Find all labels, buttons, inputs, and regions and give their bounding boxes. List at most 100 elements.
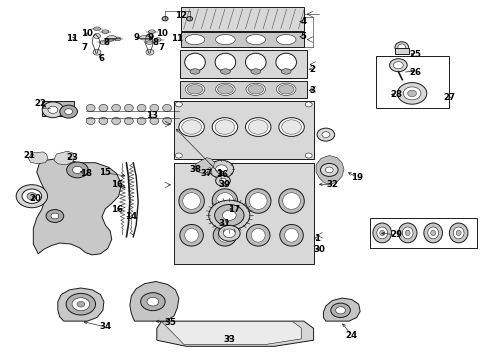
Ellipse shape bbox=[124, 117, 133, 125]
Ellipse shape bbox=[148, 30, 155, 33]
Circle shape bbox=[282, 120, 301, 134]
Text: 9: 9 bbox=[148, 32, 154, 41]
Ellipse shape bbox=[187, 85, 203, 94]
Text: 26: 26 bbox=[410, 68, 421, 77]
Ellipse shape bbox=[453, 227, 464, 239]
Ellipse shape bbox=[86, 104, 95, 112]
Ellipse shape bbox=[86, 117, 95, 125]
Ellipse shape bbox=[213, 225, 237, 246]
Ellipse shape bbox=[398, 223, 417, 243]
Circle shape bbox=[322, 132, 330, 138]
Circle shape bbox=[48, 106, 58, 113]
Circle shape bbox=[216, 175, 230, 186]
Ellipse shape bbox=[150, 117, 159, 125]
Ellipse shape bbox=[280, 225, 303, 246]
Ellipse shape bbox=[220, 69, 230, 74]
Ellipse shape bbox=[373, 223, 392, 243]
Text: 16: 16 bbox=[111, 205, 122, 214]
Text: 19: 19 bbox=[351, 173, 363, 181]
Ellipse shape bbox=[405, 230, 410, 236]
Circle shape bbox=[245, 118, 271, 136]
Ellipse shape bbox=[281, 69, 291, 74]
Ellipse shape bbox=[154, 38, 161, 41]
Text: 27: 27 bbox=[444, 94, 456, 102]
Circle shape bbox=[67, 162, 88, 178]
Circle shape bbox=[305, 153, 312, 158]
Ellipse shape bbox=[137, 104, 146, 112]
Text: 25: 25 bbox=[410, 50, 421, 59]
Bar bbox=[174, 163, 314, 264]
Ellipse shape bbox=[276, 83, 296, 95]
Polygon shape bbox=[323, 298, 360, 321]
Bar bbox=[180, 50, 307, 78]
Ellipse shape bbox=[163, 117, 172, 125]
Circle shape bbox=[216, 165, 227, 174]
Ellipse shape bbox=[380, 230, 385, 236]
Text: 1: 1 bbox=[315, 234, 320, 243]
Circle shape bbox=[66, 293, 96, 315]
Ellipse shape bbox=[102, 30, 109, 33]
Ellipse shape bbox=[276, 53, 296, 71]
Text: 16: 16 bbox=[111, 180, 122, 189]
Ellipse shape bbox=[114, 37, 121, 41]
Ellipse shape bbox=[456, 230, 461, 236]
Circle shape bbox=[93, 49, 101, 55]
Ellipse shape bbox=[424, 223, 442, 243]
Circle shape bbox=[77, 301, 85, 307]
Polygon shape bbox=[58, 288, 104, 321]
Circle shape bbox=[325, 167, 333, 173]
Text: 22: 22 bbox=[34, 99, 46, 108]
Circle shape bbox=[27, 193, 37, 200]
Text: 4: 4 bbox=[301, 17, 307, 26]
Ellipse shape bbox=[185, 229, 198, 242]
Circle shape bbox=[182, 120, 201, 134]
Ellipse shape bbox=[431, 230, 436, 236]
Ellipse shape bbox=[112, 117, 121, 125]
Ellipse shape bbox=[246, 83, 266, 95]
Circle shape bbox=[60, 105, 77, 118]
Text: 7: 7 bbox=[81, 43, 87, 52]
Ellipse shape bbox=[99, 117, 108, 125]
Text: 31: 31 bbox=[219, 219, 230, 228]
Circle shape bbox=[390, 59, 407, 72]
Ellipse shape bbox=[183, 193, 200, 209]
Ellipse shape bbox=[107, 36, 117, 40]
Ellipse shape bbox=[150, 104, 159, 112]
Circle shape bbox=[147, 297, 159, 306]
Circle shape bbox=[336, 307, 345, 314]
Circle shape bbox=[215, 204, 244, 226]
Text: 38: 38 bbox=[189, 165, 201, 174]
Text: 1: 1 bbox=[217, 169, 222, 178]
Text: 17: 17 bbox=[228, 205, 240, 214]
Bar bbox=[181, 32, 304, 47]
Ellipse shape bbox=[107, 38, 114, 41]
Text: 23: 23 bbox=[67, 153, 78, 162]
Circle shape bbox=[42, 102, 64, 118]
Circle shape bbox=[73, 166, 82, 174]
Ellipse shape bbox=[140, 36, 149, 40]
Circle shape bbox=[331, 303, 350, 318]
Circle shape bbox=[162, 17, 168, 21]
Ellipse shape bbox=[216, 193, 234, 209]
Ellipse shape bbox=[377, 227, 388, 239]
Text: 36: 36 bbox=[217, 170, 229, 179]
Ellipse shape bbox=[398, 44, 406, 51]
Circle shape bbox=[141, 293, 165, 311]
Text: 13: 13 bbox=[146, 111, 158, 120]
Circle shape bbox=[94, 33, 100, 39]
Bar bbox=[42, 101, 74, 116]
Ellipse shape bbox=[190, 69, 200, 74]
Circle shape bbox=[65, 109, 73, 114]
Text: 34: 34 bbox=[99, 323, 111, 331]
Text: 7: 7 bbox=[159, 43, 165, 52]
Ellipse shape bbox=[112, 104, 121, 112]
Polygon shape bbox=[162, 321, 301, 345]
Ellipse shape bbox=[216, 83, 235, 95]
Polygon shape bbox=[203, 167, 212, 175]
Text: 11: 11 bbox=[172, 34, 183, 43]
Ellipse shape bbox=[137, 117, 146, 125]
Text: 5: 5 bbox=[301, 32, 307, 41]
Text: 29: 29 bbox=[390, 230, 402, 239]
Ellipse shape bbox=[388, 60, 406, 75]
Ellipse shape bbox=[392, 63, 402, 72]
